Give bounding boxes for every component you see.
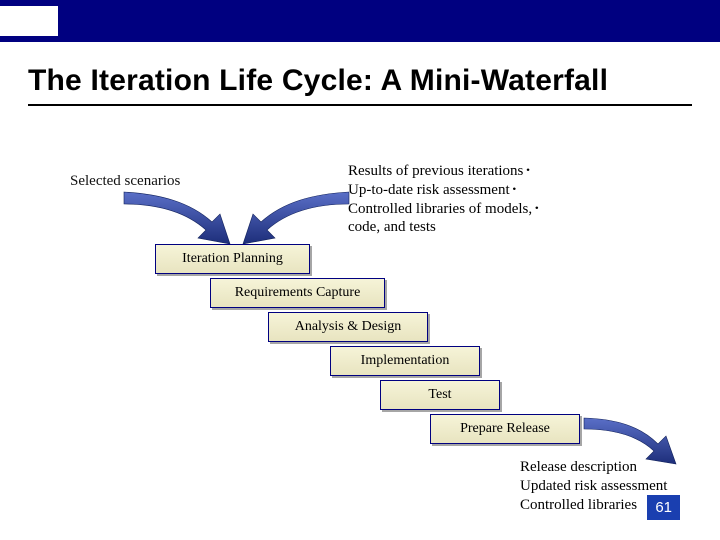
box-requirements-capture: Requirements Capture xyxy=(210,278,385,308)
output-line-2: Updated risk assessment xyxy=(520,477,667,496)
title-container: The Iteration Life Cycle: A Mini-Waterfa… xyxy=(28,64,692,106)
input-right-line-4: code, and tests xyxy=(348,219,436,235)
box-label: Prepare Release xyxy=(460,421,550,437)
box-prepare-release: Prepare Release xyxy=(430,414,580,444)
input-right-block: Results of previous iterations • Up-to-d… xyxy=(348,162,608,237)
box-implementation: Implementation xyxy=(330,346,480,376)
input-right-line-2: Up-to-date risk assessment xyxy=(348,182,510,198)
box-analysis-design: Analysis & Design xyxy=(268,312,428,342)
output-block: Release description Updated risk assessm… xyxy=(520,458,667,514)
arrow-right-input xyxy=(228,188,353,248)
box-test: Test xyxy=(380,380,500,410)
output-line-1: Release description xyxy=(520,458,667,477)
input-right-line-1: Results of previous iterations xyxy=(348,163,523,179)
box-iteration-planning: Iteration Planning xyxy=(155,244,310,274)
slide-top-bar xyxy=(0,0,720,42)
page-number: 61 xyxy=(647,495,680,520)
arrow-left-input xyxy=(120,188,240,248)
bullet-icon: • xyxy=(510,183,517,195)
slide-title: The Iteration Life Cycle: A Mini-Waterfa… xyxy=(28,64,692,98)
slide: The Iteration Life Cycle: A Mini-Waterfa… xyxy=(0,0,720,540)
box-label: Analysis & Design xyxy=(295,319,402,335)
slide-top-bar-notch xyxy=(0,6,58,36)
box-label: Test xyxy=(428,387,451,403)
bullet-icon: • xyxy=(532,202,539,214)
box-label: Implementation xyxy=(361,353,450,369)
box-label: Iteration Planning xyxy=(182,251,283,267)
output-line-3: Controlled libraries xyxy=(520,496,667,515)
bullet-icon: • xyxy=(523,165,530,177)
input-right-line-3: Controlled libraries of models, xyxy=(348,201,532,217)
box-label: Requirements Capture xyxy=(235,285,361,301)
